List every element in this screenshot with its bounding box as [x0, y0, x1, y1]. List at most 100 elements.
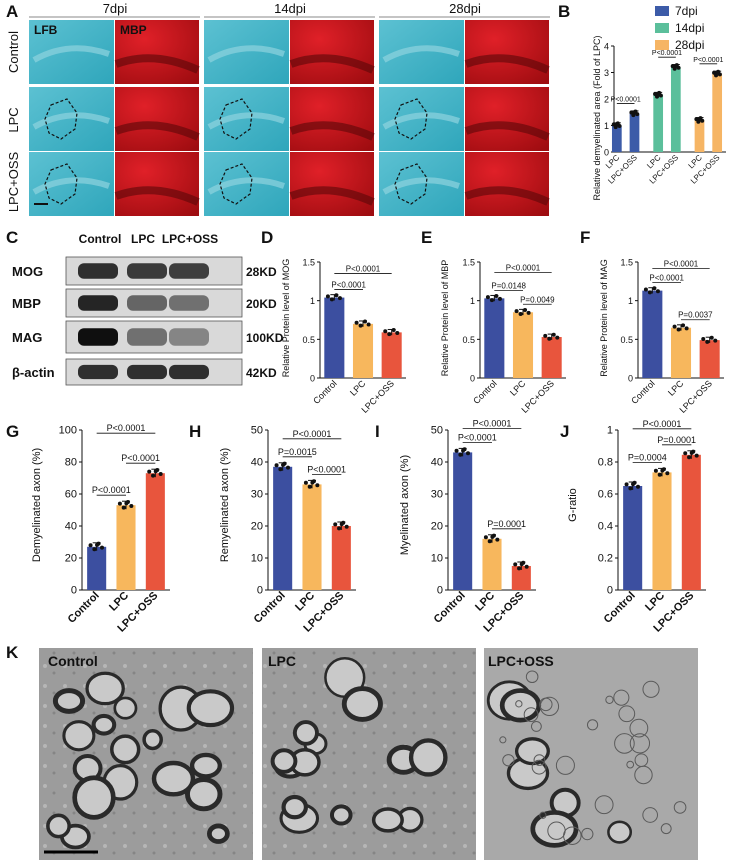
- data-point: [274, 463, 279, 468]
- blot-col-control: Control: [79, 232, 122, 246]
- data-point: [366, 322, 371, 327]
- significance-label: P=0.0001: [487, 519, 526, 529]
- data-point: [329, 297, 334, 302]
- lfb-tissue-band: [382, 177, 460, 195]
- y-tick-label: 40: [65, 521, 77, 533]
- legend-swatch: [655, 23, 669, 33]
- bar: [699, 340, 720, 378]
- mbp-tissue-band: [464, 121, 550, 141]
- data-point: [657, 472, 662, 477]
- bar: [381, 332, 402, 378]
- em-demyelinated-fiber: [613, 689, 630, 706]
- bar: [352, 323, 374, 378]
- y-tick-label: 0: [604, 148, 609, 158]
- data-point: [687, 455, 692, 460]
- y-tick-label: 1: [628, 296, 633, 306]
- lfb-tissue-band: [207, 45, 285, 63]
- data-point: [454, 448, 459, 453]
- data-point: [653, 468, 658, 473]
- x-tick-label: Control: [311, 378, 339, 406]
- data-point: [523, 307, 528, 312]
- y-tick-label: 0: [437, 585, 443, 597]
- data-point: [344, 524, 349, 529]
- y-tick-label: 0.5: [462, 335, 475, 345]
- data-point: [518, 312, 523, 317]
- chart-h-ylabel: Remyelinated axon (%): [219, 448, 231, 562]
- em-demyelinated-fiber: [539, 696, 560, 717]
- bar: [116, 505, 136, 590]
- em-demyelinated-fiber: [515, 700, 523, 708]
- data-point: [153, 469, 158, 474]
- chart-e: Relative Protein level of MBP 0 0.5 1 1.5 Co…: [440, 258, 566, 415]
- legend-label: 14dpi: [675, 21, 704, 35]
- data-point: [494, 294, 499, 299]
- panel-a-histology: 7dpi 14dpi 28dpi Control LPC LPC+OSS LFB…: [6, 1, 550, 216]
- blot-size-label: 100KD: [246, 331, 284, 345]
- chart-j-ylabel: G-ratio: [567, 488, 579, 522]
- significance-label: P<0.0001: [652, 50, 682, 57]
- significance-label: P<0.0001: [346, 265, 381, 274]
- data-point: [684, 326, 689, 331]
- timepoint-label-28dpi: 28dpi: [449, 1, 481, 16]
- significance-label: P<0.0001: [293, 429, 332, 439]
- em-axon: [607, 820, 633, 844]
- bar: [712, 73, 723, 152]
- data-point: [517, 566, 522, 571]
- mbp-tissue-band: [114, 54, 200, 74]
- em-label-lpc: LPC: [268, 653, 296, 669]
- bar: [653, 95, 664, 152]
- em-axon: [499, 688, 542, 723]
- data-point: [281, 462, 286, 467]
- data-point: [689, 450, 694, 455]
- em-demyelinated-fiber: [673, 801, 687, 814]
- significance-label: P<0.0001: [693, 57, 723, 64]
- blot-col-lpc: LPC: [131, 232, 155, 246]
- em-demyelinated-fiber: [614, 733, 635, 754]
- data-point: [337, 526, 342, 531]
- data-point: [278, 467, 283, 472]
- y-tick-label: 4: [604, 42, 609, 52]
- data-point: [88, 543, 93, 548]
- data-point: [672, 324, 677, 329]
- em-demyelinated-fiber: [594, 795, 614, 815]
- data-point: [124, 501, 129, 506]
- bar: [145, 473, 165, 590]
- data-point: [461, 448, 466, 453]
- em-demyelinated-fiber: [626, 760, 635, 769]
- data-point: [129, 504, 134, 508]
- bar: [482, 538, 502, 590]
- significance-label: P<0.0001: [107, 423, 146, 433]
- lfb-tissue-band: [382, 112, 460, 130]
- y-tick-label: 30: [431, 489, 443, 501]
- y-tick-label: 100: [59, 425, 77, 437]
- em-axon: [329, 804, 353, 826]
- mbp-tile: [115, 87, 199, 151]
- em-axon: [186, 689, 235, 728]
- x-tick-label: LPC: [666, 378, 686, 398]
- y-tick-label: 1.5: [620, 258, 633, 268]
- data-point: [458, 452, 463, 457]
- blot-band: [78, 263, 118, 279]
- bar: [694, 120, 705, 152]
- em-axon: [408, 738, 448, 777]
- em-demyelinated-fiber: [660, 823, 672, 835]
- legend-label: 28dpi: [675, 38, 704, 52]
- panel-letter-c: C: [6, 228, 18, 247]
- em-demyelinated-fiber: [642, 807, 658, 823]
- y-tick-label: 0: [257, 585, 263, 597]
- bar: [331, 526, 351, 590]
- data-point: [514, 309, 519, 314]
- bar: [511, 566, 531, 590]
- chart-g-ylabel: Demyelinated axon (%): [31, 448, 43, 562]
- lfb-tissue-band: [32, 177, 110, 195]
- blot-size-label: 42KD: [246, 366, 277, 380]
- bar: [512, 312, 534, 378]
- bar: [623, 486, 643, 590]
- y-tick-label: 0.8: [598, 457, 613, 469]
- em-demyelinated-fiber: [605, 695, 614, 704]
- y-tick-label: 0.5: [302, 335, 315, 345]
- em-axon: [371, 807, 404, 833]
- data-point: [334, 293, 339, 298]
- blot-band: [78, 364, 118, 380]
